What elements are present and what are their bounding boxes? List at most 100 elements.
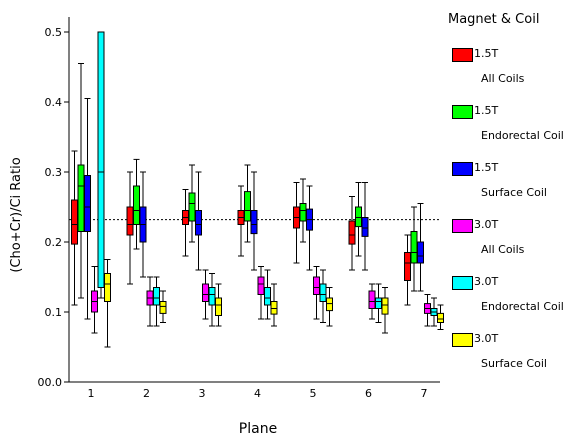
box-body: [133, 185, 140, 225]
y-tick-label: 0.2: [45, 236, 63, 249]
box-body: [257, 276, 265, 295]
box-body: [313, 276, 320, 295]
box-body: [361, 217, 369, 237]
box: [91, 266, 98, 334]
x-tick-label: 7: [421, 387, 428, 400]
box: [159, 290, 167, 323]
box: [417, 203, 424, 292]
x-tick-label: 2: [143, 387, 150, 400]
box: [264, 269, 271, 320]
box: [244, 164, 251, 243]
box: [368, 283, 376, 320]
box-body: [326, 297, 333, 312]
box-body: [404, 252, 411, 281]
legend-swatch: [452, 48, 473, 62]
box-body: [417, 241, 424, 264]
box: [84, 98, 91, 320]
box-body: [104, 273, 111, 302]
box: [326, 287, 333, 327]
box: [146, 276, 154, 327]
legend-swatch: [452, 219, 473, 233]
box: [381, 287, 389, 334]
box: [71, 150, 78, 306]
box: [202, 269, 209, 320]
box: [306, 185, 313, 271]
x-tick-label: 4: [254, 387, 261, 400]
box-body: [299, 203, 307, 222]
legend-sublabel: Surface Coil: [481, 186, 547, 199]
box: [299, 178, 307, 243]
box: [348, 196, 356, 271]
legend-sublabel: All Coils: [481, 72, 525, 85]
box-body: [71, 199, 78, 245]
x-tick-label: 1: [88, 387, 95, 400]
box: [437, 304, 444, 330]
box: [293, 182, 300, 264]
box: [126, 171, 134, 285]
box: [270, 283, 278, 327]
y-axis-label: (Cho+Cr)/Ci Ratio: [9, 157, 24, 272]
y-tick-label: 0.5: [45, 26, 63, 39]
box-body: [437, 312, 444, 323]
box-body: [244, 191, 251, 222]
legend-label: 3.0T: [474, 218, 499, 231]
legend-label: 3.0T: [474, 332, 499, 345]
box: [139, 171, 147, 278]
box: [153, 276, 160, 327]
box-body: [319, 283, 327, 302]
axes: 00.0 0.1 0.2 0.3 0.4 0.5 1 2 3 4 5 6 7: [38, 17, 440, 400]
box-body: [215, 297, 222, 316]
box-body: [208, 287, 216, 306]
legend-swatch: [452, 162, 473, 176]
box-body: [250, 210, 258, 235]
box: [319, 269, 327, 323]
legend-swatch: [452, 276, 473, 290]
box-body: [202, 283, 209, 302]
x-axis-label: Plane: [239, 421, 277, 436]
box-body: [368, 290, 376, 309]
box: [313, 266, 320, 320]
box-body: [188, 192, 196, 222]
legend-swatch: [452, 333, 473, 347]
box-body: [195, 210, 202, 236]
box: [410, 206, 418, 292]
box-body: [375, 297, 382, 309]
legend-sublabel: Endorectal Coil: [481, 300, 564, 313]
box: [375, 283, 382, 323]
legend-label: 1.5T: [474, 47, 499, 60]
box-body: [77, 164, 85, 232]
x-tick-label: 3: [199, 387, 206, 400]
box: [237, 185, 245, 257]
box: [188, 164, 196, 243]
legend-sublabel: All Coils: [481, 243, 525, 256]
x-tick-label: 6: [365, 387, 372, 400]
legend-sublabel: Surface Coil: [481, 357, 547, 370]
legend-label: 1.5T: [474, 104, 499, 117]
legend-label: 1.5T: [474, 161, 499, 174]
legend-title: Magnet & Coil: [448, 12, 540, 27]
box-body: [153, 287, 160, 306]
box: [133, 158, 140, 250]
box-body: [264, 287, 271, 306]
legend-swatch: [452, 105, 473, 119]
box-body: [381, 297, 389, 315]
box-body: [159, 301, 167, 314]
box: [257, 266, 265, 320]
box: [361, 182, 369, 271]
box: [430, 297, 438, 327]
box: [97, 31, 105, 299]
y-tick-label: 0.1: [45, 306, 63, 319]
y-tick-label: 00.0: [38, 376, 63, 389]
x-tick-label: 5: [310, 387, 317, 400]
box: [182, 189, 189, 257]
y-tick-label: 0.3: [45, 166, 63, 179]
plot-area: [69, 31, 444, 348]
box-body: [97, 31, 105, 288]
box-body: [348, 220, 356, 245]
box-body: [84, 175, 91, 232]
box-body: [355, 206, 362, 228]
box: [215, 283, 222, 327]
box-body: [126, 206, 134, 236]
y-tick-label: 0.4: [45, 96, 63, 109]
